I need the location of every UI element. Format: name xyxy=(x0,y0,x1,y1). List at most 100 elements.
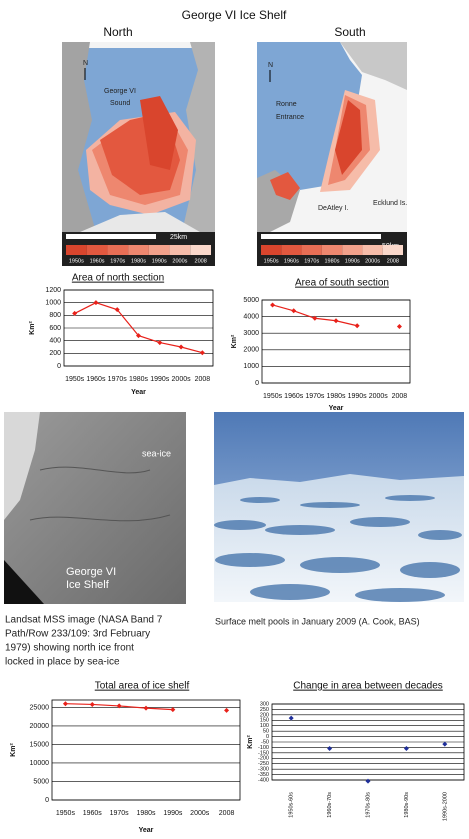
y-axis-label: Km² xyxy=(247,735,254,749)
plot-frame xyxy=(63,289,214,367)
legend-swatch xyxy=(169,245,191,255)
caption: locked in place by sea-ice xyxy=(5,657,120,668)
data-line xyxy=(273,305,400,327)
y-tick-label: 600 xyxy=(49,325,61,332)
legend-label: 1950s xyxy=(69,258,84,264)
legend-label: 1970s xyxy=(110,258,125,264)
map-heading: South xyxy=(334,25,365,39)
data-point xyxy=(72,310,78,316)
y-tick-label: -200 xyxy=(258,756,269,762)
x-axis-label: Year xyxy=(329,405,344,412)
x-tick-label: 1960s xyxy=(86,376,106,383)
x-tick-label: 1990s xyxy=(150,376,170,383)
y-tick-label: 4000 xyxy=(243,313,259,320)
x-tick-label: 2000s xyxy=(369,393,389,400)
data-point xyxy=(396,324,402,330)
x-tick-label: 1960s xyxy=(83,810,103,817)
legend-label: 1950s xyxy=(264,258,279,264)
data-point xyxy=(136,333,141,339)
landsat-image: sea-ice George VI Ice Shelf xyxy=(4,412,186,604)
x-tick-label: 2008 xyxy=(392,393,408,400)
data-point xyxy=(270,302,276,308)
x-tick-label: 1960s xyxy=(284,393,304,400)
caption: 1979) showing north ice front xyxy=(5,643,134,654)
south-map: N Ronne Entrance DeAtley I. Ecklund Is. … xyxy=(257,42,407,266)
data-point xyxy=(93,300,99,306)
land xyxy=(62,42,96,232)
y-tick-label: 5000 xyxy=(243,297,259,304)
x-tick-label: 1980s xyxy=(129,376,149,383)
data-point xyxy=(288,715,294,721)
y-tick-label: 200 xyxy=(260,712,269,718)
y-tick-label: 1000 xyxy=(45,300,61,307)
x-tick-label: 1990s-2000 xyxy=(442,792,448,821)
land xyxy=(182,42,215,232)
data-point xyxy=(291,308,297,314)
map-label: Entrance xyxy=(276,114,304,121)
y-tick-label: 1200 xyxy=(45,287,61,294)
y-tick-label: -150 xyxy=(258,750,269,756)
data-point xyxy=(170,707,176,713)
compass: N xyxy=(268,62,273,69)
data-point xyxy=(114,307,120,313)
data-point xyxy=(327,746,333,752)
data-point xyxy=(157,340,163,346)
x-tick-label: 1950s-60s xyxy=(289,792,295,818)
y-tick-label: 5000 xyxy=(33,778,49,785)
legend-swatch xyxy=(281,245,302,255)
legend-label: 1960s xyxy=(90,258,105,264)
y-axis-label: Km² xyxy=(10,743,17,757)
caption: Landsat MSS image (NASA Band 7 xyxy=(5,615,163,626)
image-label: George VI xyxy=(66,566,116,578)
plot-frame xyxy=(261,299,411,384)
data-point xyxy=(62,701,68,707)
x-tick-label: 1950s xyxy=(263,393,283,400)
x-tick-label: 1970s xyxy=(108,376,128,383)
data-point xyxy=(403,746,409,752)
figure-title: George VI Ice Shelf xyxy=(182,8,287,22)
map-label: George VI xyxy=(104,88,136,95)
data-point xyxy=(354,323,360,329)
y-tick-label: 3000 xyxy=(243,330,259,337)
legend-swatch xyxy=(362,245,383,255)
data-point xyxy=(143,705,149,711)
y-tick-label: 25000 xyxy=(30,704,50,711)
y-tick-label: 0 xyxy=(57,363,61,370)
data-point xyxy=(312,315,318,321)
x-tick-label: 1970s xyxy=(110,810,130,817)
compass: N xyxy=(83,60,88,67)
x-axis-label: Year xyxy=(139,827,154,834)
data-line xyxy=(74,302,203,354)
caption: Surface melt pools in January 2009 (A. C… xyxy=(215,616,420,626)
fracture xyxy=(29,466,171,522)
shelf xyxy=(80,212,200,232)
y-tick-label: -50 xyxy=(261,739,269,745)
x-tick-label: 1960s-70s xyxy=(327,792,333,818)
x-axis-label: Year xyxy=(131,389,146,396)
y-tick-label: -100 xyxy=(258,745,269,751)
data-point xyxy=(199,350,205,356)
x-tick-label: 1970s xyxy=(305,393,325,400)
ice-extent xyxy=(270,172,300,200)
map-label: Ronne xyxy=(276,101,297,108)
legend-label: 1970s xyxy=(304,258,319,264)
legend-swatch xyxy=(148,245,170,255)
map-label: Sound xyxy=(110,100,130,107)
legend-swatch xyxy=(342,245,363,255)
image-label: Ice Shelf xyxy=(66,579,110,591)
x-tick-label: 1950s xyxy=(65,376,85,383)
scale-label: 25km xyxy=(170,234,187,241)
legend-swatch xyxy=(190,245,211,255)
y-tick-label: 2000 xyxy=(243,347,259,354)
y-tick-label: 0 xyxy=(266,734,269,740)
x-tick-label: 2000s xyxy=(190,810,210,817)
y-axis-label: Km² xyxy=(231,334,238,348)
legend-swatch xyxy=(261,245,282,255)
map-heading: North xyxy=(103,25,132,39)
land xyxy=(4,412,40,520)
melt-pools xyxy=(214,495,462,602)
legend-label: 2008 xyxy=(195,258,207,264)
y-tick-label: 10000 xyxy=(30,760,50,767)
